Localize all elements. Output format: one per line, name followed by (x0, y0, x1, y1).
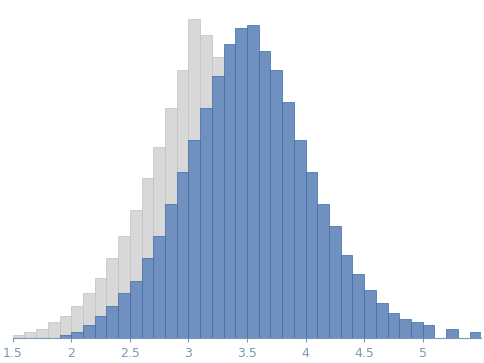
Bar (13, 335, 24, 338)
Bar (177, 172, 188, 338)
Bar (60, 335, 71, 338)
Bar (317, 204, 329, 338)
Bar (364, 329, 376, 338)
Bar (446, 335, 458, 338)
Bar (247, 134, 258, 338)
Bar (282, 102, 294, 338)
Bar (469, 332, 481, 338)
Bar (141, 179, 153, 338)
Bar (48, 322, 60, 338)
Bar (188, 19, 200, 338)
Bar (24, 332, 36, 338)
Bar (247, 25, 258, 338)
Bar (388, 313, 399, 338)
Bar (71, 332, 83, 338)
Bar (60, 316, 71, 338)
Bar (317, 293, 329, 338)
Bar (200, 35, 212, 338)
Bar (271, 195, 282, 338)
Bar (36, 329, 48, 338)
Bar (71, 306, 83, 338)
Bar (141, 258, 153, 338)
Bar (212, 57, 224, 338)
Bar (305, 274, 317, 338)
Bar (258, 163, 271, 338)
Bar (305, 172, 317, 338)
Bar (177, 70, 188, 338)
Bar (341, 255, 352, 338)
Bar (399, 319, 411, 338)
Bar (329, 227, 341, 338)
Bar (95, 316, 106, 338)
Bar (165, 108, 177, 338)
Bar (235, 28, 247, 338)
Bar (376, 332, 388, 338)
Bar (411, 322, 423, 338)
Bar (130, 281, 141, 338)
Bar (83, 325, 95, 338)
Bar (258, 51, 271, 338)
Bar (329, 309, 341, 338)
Bar (212, 76, 224, 338)
Bar (294, 140, 305, 338)
Bar (224, 83, 235, 338)
Bar (341, 319, 352, 338)
Bar (271, 70, 282, 338)
Bar (235, 108, 247, 338)
Bar (130, 211, 141, 338)
Bar (294, 249, 305, 338)
Bar (423, 325, 434, 338)
Bar (83, 293, 95, 338)
Bar (153, 236, 165, 338)
Bar (118, 236, 130, 338)
Bar (200, 108, 212, 338)
Bar (118, 293, 130, 338)
Bar (364, 290, 376, 338)
Bar (376, 303, 388, 338)
Bar (282, 223, 294, 338)
Bar (188, 140, 200, 338)
Bar (95, 277, 106, 338)
Bar (446, 329, 458, 338)
Bar (352, 274, 364, 338)
Bar (106, 258, 118, 338)
Bar (388, 335, 399, 338)
Bar (165, 204, 177, 338)
Bar (224, 44, 235, 338)
Bar (106, 306, 118, 338)
Bar (352, 325, 364, 338)
Bar (153, 147, 165, 338)
